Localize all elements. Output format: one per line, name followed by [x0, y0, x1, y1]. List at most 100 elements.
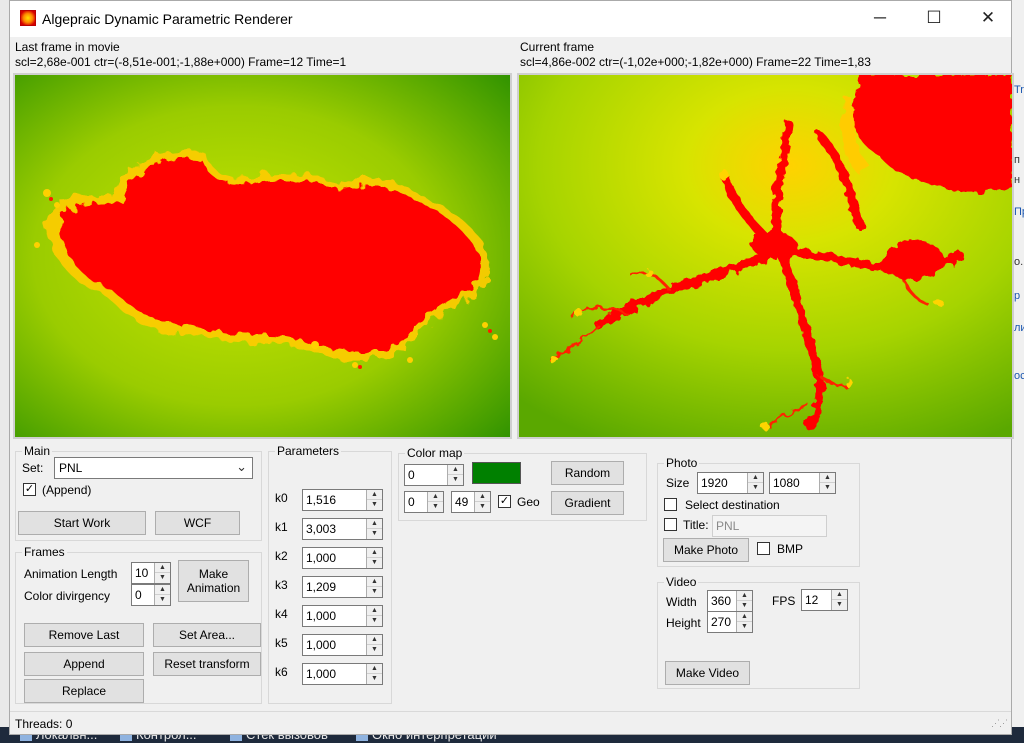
photo-height-spinner[interactable]: 1080 ▲ ▼ [769, 472, 836, 494]
spin-down-icon[interactable]: ▼ [836, 601, 843, 608]
spin-down-icon[interactable]: ▼ [159, 574, 166, 581]
spin-down-icon[interactable]: ▼ [741, 602, 748, 609]
video-height-spinner[interactable]: 270 ▲ ▼ [707, 611, 753, 633]
parameter-spinner-k3[interactable]: 1,209 ▲ ▼ [302, 576, 383, 598]
start-work-button[interactable]: Start Work [18, 511, 146, 535]
spin-down-icon[interactable]: ▼ [824, 484, 831, 491]
fps-spinner[interactable]: 12 ▲ ▼ [801, 589, 848, 611]
parameter-spinner-k4[interactable]: 1,000 ▲ ▼ [302, 605, 383, 627]
background-text: н [1014, 174, 1021, 186]
spin-up-icon[interactable]: ▲ [832, 590, 847, 600]
spin-up-icon[interactable]: ▲ [475, 492, 490, 502]
spin-down-icon[interactable]: ▼ [371, 588, 378, 595]
remove-last-button[interactable]: Remove Last [24, 623, 144, 647]
spin-up-icon[interactable]: ▲ [448, 465, 463, 475]
spin-up-icon[interactable]: ▲ [737, 591, 752, 601]
color-swatch[interactable] [472, 462, 521, 484]
video-group-title: Video [664, 575, 699, 589]
spin-up-icon[interactable]: ▲ [737, 612, 752, 622]
desktop-background-left [0, 0, 9, 743]
make-animation-button[interactable]: Make Animation [178, 560, 249, 602]
color-map-group-title: Color map [405, 446, 465, 460]
parameter-spinner-k0[interactable]: 1,516 ▲ ▼ [302, 489, 383, 511]
spin-down-icon[interactable]: ▼ [371, 559, 378, 566]
geo-checkbox[interactable]: ✓ [498, 495, 511, 508]
spin-up-icon[interactable]: ▲ [155, 563, 170, 573]
set-dropdown-value: PNL [59, 461, 83, 475]
replace-button[interactable]: Replace [24, 679, 144, 703]
spin-down-icon[interactable]: ▼ [371, 530, 378, 537]
spin-up-icon[interactable]: ▲ [367, 490, 382, 500]
close-button[interactable]: ✕ [980, 8, 996, 27]
current-frame-view[interactable] [517, 73, 1014, 439]
spin-down-icon[interactable]: ▼ [432, 503, 439, 510]
video-height-value: 270 [711, 615, 732, 629]
title-checkbox[interactable] [664, 518, 677, 531]
last-frame-render [15, 75, 510, 437]
color-map-range-spinner[interactable]: 49 ▲ ▼ [451, 491, 491, 513]
parameter-label-k1: k1 [275, 520, 288, 534]
parameter-spinner-k6[interactable]: 1,000 ▲ ▼ [302, 663, 383, 685]
title-bar[interactable]: Algepraic Dynamic Parametric Renderer ─ … [10, 1, 1011, 37]
main-group: Main [15, 444, 262, 541]
make-video-button[interactable]: Make Video [665, 661, 750, 685]
spin-down-icon[interactable]: ▼ [371, 675, 378, 682]
select-destination-checkbox[interactable] [664, 498, 677, 511]
parameter-value: 1,000 [306, 551, 337, 565]
spin-down-icon[interactable]: ▼ [371, 646, 378, 653]
color-divergency-spinner[interactable]: 0 ▲ ▼ [131, 584, 171, 606]
photo-width-spinner[interactable]: 1920 ▲ ▼ [697, 472, 764, 494]
video-width-label: Width [666, 595, 697, 609]
minimize-button[interactable]: ─ [873, 8, 887, 27]
reset-transform-button[interactable]: Reset transform [153, 652, 261, 676]
parameter-spinner-k5[interactable]: 1,000 ▲ ▼ [302, 634, 383, 656]
spin-up-icon[interactable]: ▲ [748, 473, 763, 483]
background-text: п [1014, 154, 1020, 166]
parameter-value: 1,000 [306, 638, 337, 652]
last-frame-view[interactable] [13, 73, 512, 439]
last-frame-heading: Last frame in movie [15, 40, 120, 54]
spin-down-icon[interactable]: ▼ [159, 596, 166, 603]
spin-down-icon[interactable]: ▼ [479, 503, 486, 510]
spin-up-icon[interactable]: ▲ [428, 492, 443, 502]
append-checkbox[interactable]: ✓ [23, 483, 36, 496]
parameter-spinner-k2[interactable]: 1,000 ▲ ▼ [302, 547, 383, 569]
spin-up-icon[interactable]: ▲ [155, 585, 170, 595]
spin-up-icon[interactable]: ▲ [367, 577, 382, 587]
spin-down-icon[interactable]: ▼ [371, 501, 378, 508]
spin-up-icon[interactable]: ▲ [367, 606, 382, 616]
spin-up-icon[interactable]: ▲ [367, 519, 382, 529]
spin-down-icon[interactable]: ▼ [741, 623, 748, 630]
video-width-value: 360 [711, 594, 732, 608]
set-area-button[interactable]: Set Area... [153, 623, 261, 647]
spin-up-icon[interactable]: ▲ [367, 548, 382, 558]
window-icon [356, 730, 368, 741]
spin-down-icon[interactable]: ▼ [452, 476, 459, 483]
maximize-button[interactable]: ☐ [926, 8, 942, 27]
select-destination-label: Select destination [685, 498, 780, 512]
resize-grip-icon[interactable]: ⋰⋰ [991, 718, 1008, 728]
spin-down-icon[interactable]: ▼ [371, 617, 378, 624]
parameters-group-title: Parameters [275, 444, 342, 458]
parameters-group: Parameters [268, 444, 392, 704]
wcf-button[interactable]: WCF [155, 511, 240, 535]
title-input[interactable]: PNL [712, 515, 827, 537]
random-button[interactable]: Random [551, 461, 624, 485]
set-dropdown[interactable]: PNL ⌄ [54, 457, 253, 479]
append-button[interactable]: Append [24, 652, 144, 676]
spin-up-icon[interactable]: ▲ [367, 635, 382, 645]
gradient-button[interactable]: Gradient [551, 491, 624, 515]
parameter-spinner-k1[interactable]: 3,003 ▲ ▼ [302, 518, 383, 540]
background-text: ли [1014, 322, 1024, 334]
animation-length-spinner[interactable]: 10 ▲ ▼ [131, 562, 171, 584]
bmp-checkbox[interactable] [757, 542, 770, 555]
background-text: о. [1014, 256, 1024, 268]
make-photo-button[interactable]: Make Photo [663, 538, 749, 562]
color-map-start-spinner[interactable]: 0 ▲ ▼ [404, 464, 464, 486]
spin-up-icon[interactable]: ▲ [820, 473, 835, 483]
spin-up-icon[interactable]: ▲ [367, 664, 382, 674]
background-text: ос [1014, 370, 1024, 382]
color-map-offset-spinner[interactable]: 0 ▲ ▼ [404, 491, 444, 513]
video-width-spinner[interactable]: 360 ▲ ▼ [707, 590, 753, 612]
spin-down-icon[interactable]: ▼ [752, 484, 759, 491]
